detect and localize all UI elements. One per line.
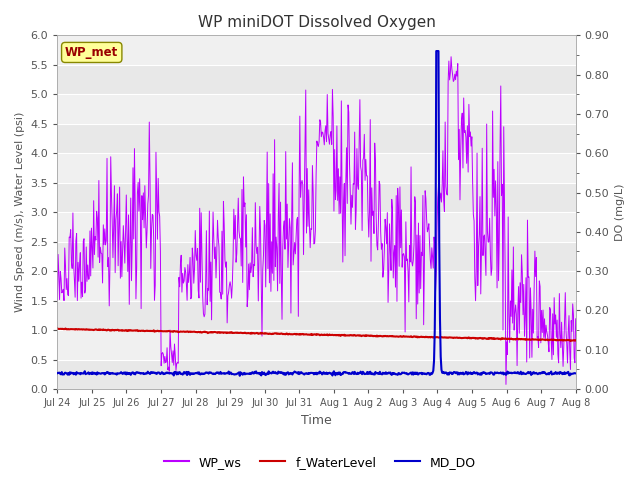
Legend: WP_ws, f_WaterLevel, MD_DO: WP_ws, f_WaterLevel, MD_DO: [159, 451, 481, 474]
Line: WP_ws: WP_ws: [58, 57, 575, 384]
Bar: [58, 330, 575, 360]
Bar: [58, 153, 575, 183]
f_WaterLevel: [180, 329, 188, 335]
f_WaterLevel: [521, 336, 529, 342]
MD_DO: [395, 370, 403, 376]
Text: WP_met: WP_met: [65, 46, 118, 59]
f_WaterLevel: [457, 335, 465, 341]
Line: f_WaterLevel: f_WaterLevel: [58, 328, 575, 341]
MD_DO: [572, 371, 579, 376]
X-axis label: Time: Time: [301, 414, 332, 427]
Bar: [58, 212, 575, 241]
Bar: [58, 271, 575, 300]
Bar: [58, 94, 575, 124]
WP_ws: [218, 296, 225, 302]
Bar: [58, 36, 575, 65]
Y-axis label: Wind Speed (m/s), Water Level (psi): Wind Speed (m/s), Water Level (psi): [15, 112, 25, 312]
WP_ws: [522, 275, 530, 281]
MD_DO: [218, 371, 225, 377]
Bar: [58, 241, 575, 271]
f_WaterLevel: [572, 337, 579, 343]
MD_DO: [236, 373, 244, 379]
f_WaterLevel: [200, 329, 207, 335]
WP_ws: [572, 316, 579, 322]
MD_DO: [433, 48, 440, 54]
Title: WP miniDOT Dissolved Oxygen: WP miniDOT Dissolved Oxygen: [198, 15, 435, 30]
Bar: [58, 300, 575, 330]
Bar: [58, 65, 575, 94]
Bar: [58, 183, 575, 212]
Bar: [58, 124, 575, 153]
Bar: [58, 360, 575, 389]
WP_ws: [502, 382, 510, 387]
WP_ws: [394, 185, 401, 191]
MD_DO: [200, 371, 207, 376]
MD_DO: [54, 370, 61, 376]
WP_ws: [54, 297, 61, 303]
f_WaterLevel: [218, 330, 225, 336]
f_WaterLevel: [394, 334, 401, 339]
Y-axis label: DO (mg/L): DO (mg/L): [615, 183, 625, 241]
MD_DO: [180, 369, 188, 375]
f_WaterLevel: [566, 338, 574, 344]
f_WaterLevel: [54, 325, 61, 331]
WP_ws: [458, 118, 465, 124]
WP_ws: [447, 54, 455, 60]
MD_DO: [458, 371, 466, 376]
WP_ws: [200, 311, 207, 316]
Line: MD_DO: MD_DO: [58, 51, 575, 376]
MD_DO: [522, 371, 530, 377]
WP_ws: [180, 278, 188, 284]
